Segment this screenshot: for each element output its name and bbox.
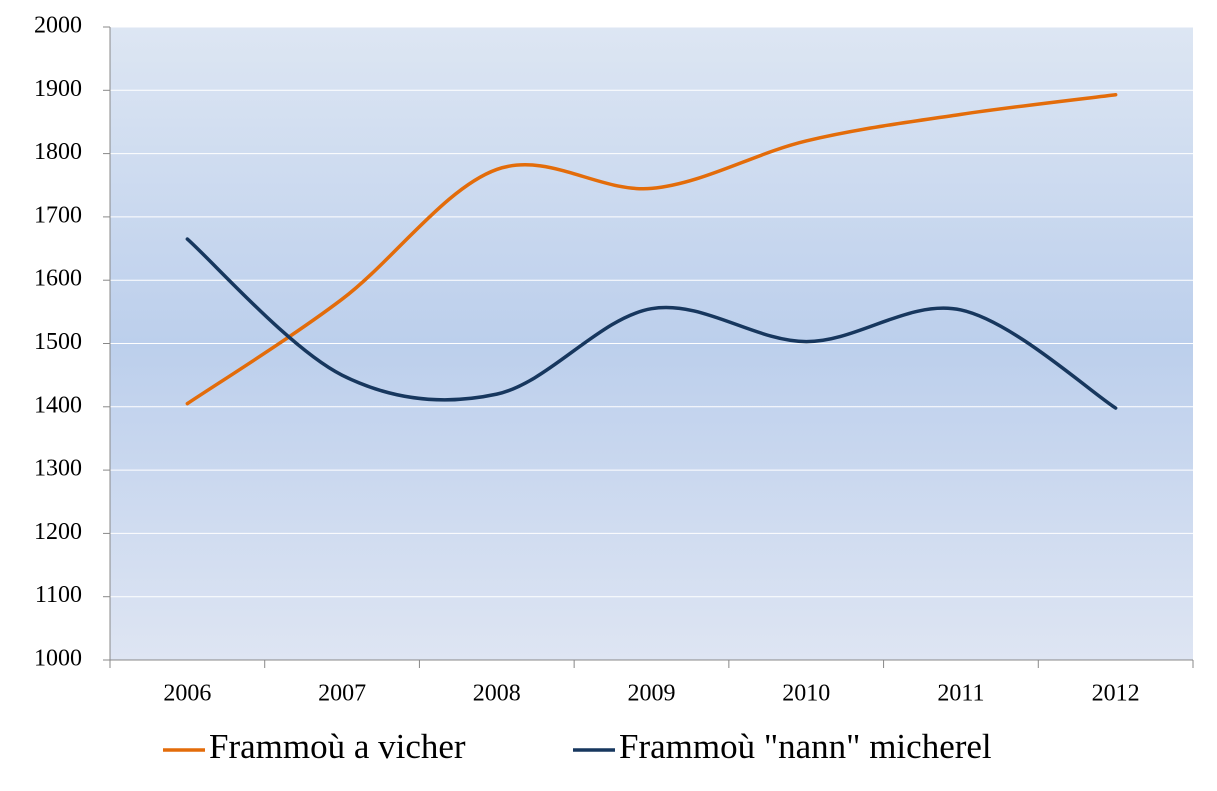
y-tick-label: 2000 <box>34 13 82 39</box>
x-tick-label: 2007 <box>318 681 366 707</box>
x-tick-label: 2011 <box>937 681 984 707</box>
y-tick-label: 1000 <box>34 646 82 672</box>
y-tick-label: 1700 <box>34 202 82 228</box>
x-tick-label: 2012 <box>1092 681 1140 707</box>
y-tick-label: 1400 <box>34 392 82 418</box>
y-tick-label: 1800 <box>34 139 82 165</box>
y-tick-label: 1500 <box>34 329 82 355</box>
legend-label: Frammoù "nann" micherel <box>619 727 992 766</box>
series-line <box>185 237 1118 410</box>
x-tick-label: 2010 <box>782 681 830 707</box>
y-tick-label: 1200 <box>34 519 82 545</box>
x-tick-label: 2008 <box>473 681 521 707</box>
y-tick-label: 1900 <box>34 76 82 102</box>
series-line <box>185 92 1118 406</box>
x-tick-label: 2009 <box>628 681 676 707</box>
x-tick-label: 2006 <box>163 681 211 707</box>
y-tick-label: 1600 <box>34 266 82 292</box>
legend-label: Frammoù a vicher <box>209 727 466 766</box>
y-tick-label: 1300 <box>34 456 82 482</box>
y-tick-label: 1100 <box>35 582 82 608</box>
